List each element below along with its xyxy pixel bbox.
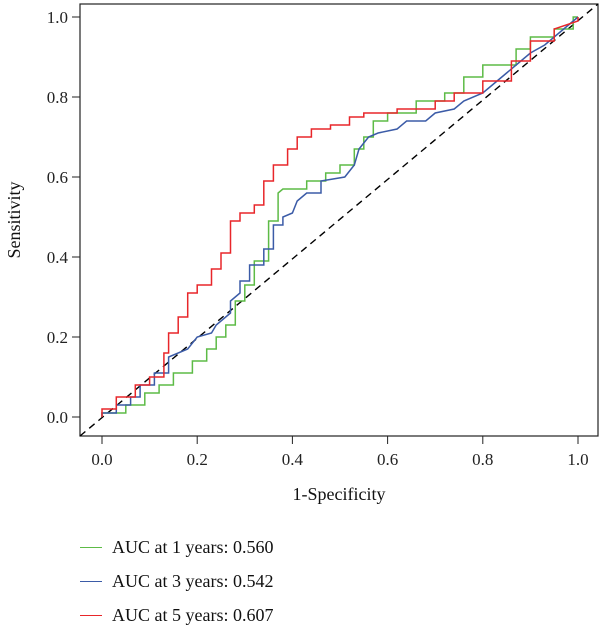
series-layer <box>101 16 579 417</box>
roc-curve-series-1 <box>101 16 578 417</box>
legend-swatch-1-year <box>80 546 102 548</box>
y-tick-label: 0.2 <box>47 328 68 347</box>
y-tick-label: 0.4 <box>47 248 69 267</box>
y-axis-label: Sensitivity <box>4 181 24 258</box>
y-tick-label: 0.6 <box>47 168 68 187</box>
y-axis-ticks: 0.0 0.2 0.4 0.6 0.8 1.0 <box>47 8 80 427</box>
x-axis-ticks: 0.0 0.2 0.4 0.6 0.8 1.0 <box>91 436 589 469</box>
legend: AUC at 1 years: 0.560 AUC at 3 years: 0.… <box>80 530 273 632</box>
legend-item-5-year: AUC at 5 years: 0.607 <box>80 598 273 632</box>
legend-label-1-year: AUC at 1 years: 0.560 <box>112 536 274 557</box>
roc-curve-series-3 <box>101 17 579 417</box>
x-tick-label: 0.6 <box>377 450 398 469</box>
y-tick-label: 0.0 <box>47 408 68 427</box>
legend-item-3-year: AUC at 3 years: 0.542 <box>80 564 273 598</box>
x-tick-label: 0.8 <box>472 450 493 469</box>
diagonal-reference-line <box>79 3 599 437</box>
legend-item-1-year: AUC at 1 years: 0.560 <box>80 530 273 564</box>
y-tick-label: 0.8 <box>47 88 68 107</box>
legend-swatch-5-year <box>80 614 102 616</box>
legend-label-5-year: AUC at 5 years: 0.607 <box>112 604 274 625</box>
x-tick-label: 0.0 <box>91 450 112 469</box>
x-tick-label: 1.0 <box>567 450 588 469</box>
legend-swatch-3-year <box>80 580 102 582</box>
roc-curve-series-2 <box>101 16 579 417</box>
x-tick-label: 0.2 <box>187 450 208 469</box>
legend-label-3-year: AUC at 3 years: 0.542 <box>112 570 274 591</box>
y-tick-label: 1.0 <box>47 8 68 27</box>
plot-frame <box>79 3 599 437</box>
x-axis-label: 1-Specificity <box>293 484 386 504</box>
x-tick-label: 0.4 <box>282 450 304 469</box>
